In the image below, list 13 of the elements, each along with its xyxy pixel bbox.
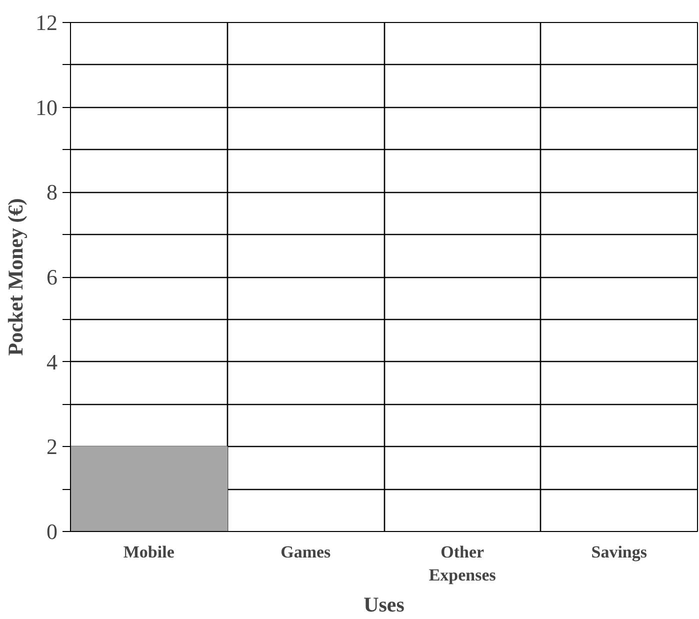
x-tick-label: Other Expenses — [428, 542, 496, 584]
y-tick-label: 6 — [46, 264, 58, 290]
y-tick-label: 10 — [36, 94, 58, 120]
y-tick-label: 0 — [46, 519, 58, 544]
y-tick-label: 12 — [36, 10, 58, 35]
y-tick-label: 4 — [46, 349, 58, 374]
x-tick-label: Savings — [591, 542, 648, 562]
x-tick-label: Mobile — [123, 542, 175, 562]
y-axis-title: Pocket Money (€) — [4, 198, 28, 356]
y-tick-label: 8 — [46, 180, 58, 205]
y-tick-label: 2 — [46, 434, 58, 460]
x-axis-title: Uses — [364, 592, 404, 616]
x-tick-label: Games — [280, 542, 332, 562]
